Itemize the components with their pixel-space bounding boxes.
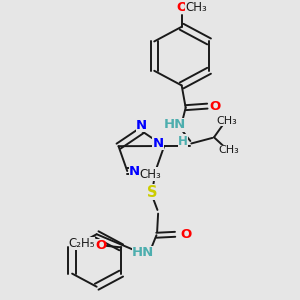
Text: CH₃: CH₃ — [185, 1, 207, 14]
Text: HN: HN — [132, 246, 154, 259]
Text: H: H — [178, 134, 188, 148]
Text: C₂H₅: C₂H₅ — [69, 237, 95, 250]
Text: O: O — [95, 239, 106, 252]
Text: CH₃: CH₃ — [140, 168, 161, 181]
Text: N: N — [136, 119, 147, 132]
Text: N: N — [153, 137, 164, 150]
Text: O: O — [209, 100, 220, 112]
Text: O: O — [181, 228, 192, 241]
Text: S: S — [147, 184, 158, 200]
Text: N: N — [129, 166, 140, 178]
Text: CH₃: CH₃ — [218, 145, 239, 154]
Text: HN: HN — [164, 118, 186, 131]
Text: O: O — [176, 1, 187, 14]
Text: CH₃: CH₃ — [216, 116, 237, 126]
